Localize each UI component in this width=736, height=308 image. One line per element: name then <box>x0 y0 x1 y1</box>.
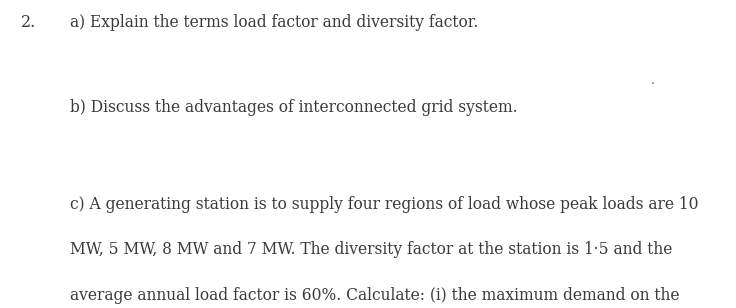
Text: MW, 5 MW, 8 MW and 7 MW. The diversity factor at the station is 1·5 and the: MW, 5 MW, 8 MW and 7 MW. The diversity f… <box>70 241 672 258</box>
Text: a) Explain the terms load factor and diversity factor.: a) Explain the terms load factor and div… <box>70 14 478 31</box>
Text: 2.: 2. <box>21 14 36 31</box>
Text: b) Discuss the advantages of interconnected grid system.: b) Discuss the advantages of interconnec… <box>70 99 517 116</box>
Text: average annual load factor is 60%. Calculate: (i) the maximum demand on the: average annual load factor is 60%. Calcu… <box>70 287 679 304</box>
Text: .: . <box>651 74 655 87</box>
Text: c) A generating station is to supply four regions of load whose peak loads are 1: c) A generating station is to supply fou… <box>70 196 698 213</box>
